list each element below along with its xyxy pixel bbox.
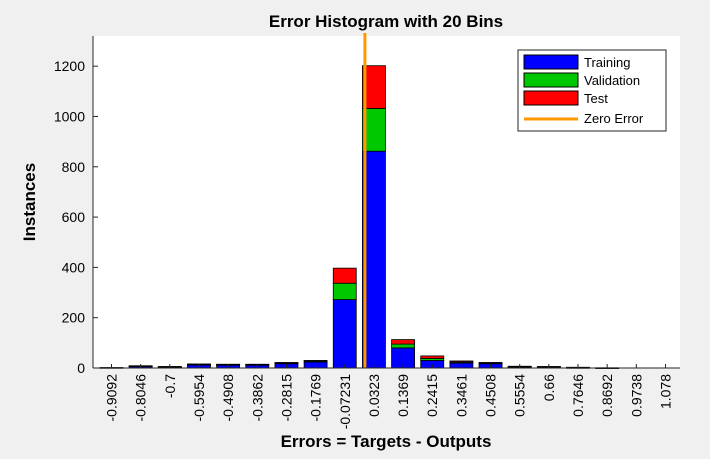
x-tick-label-6: -0.2815	[278, 374, 294, 422]
y-tick-label-1: 200	[62, 310, 86, 326]
x-ticks-group: -0.9092 -0.8046 -0.7 -0.5954 -0.4908 -0.3862-…	[104, 364, 674, 429]
x-tick-label-4: -0.4908	[220, 374, 236, 422]
bar-validation-8	[332, 282, 357, 300]
bar-test-8	[332, 267, 357, 284]
legend-label-zero-error: Zero Error	[584, 111, 644, 126]
bar-test-12	[449, 360, 474, 363]
y-tick-label-5: 1000	[54, 108, 85, 124]
x-tick-label-18: 0.9738	[628, 374, 644, 417]
legend-label-test: Test	[584, 91, 608, 106]
x-tick-label-13: 0.4508	[483, 374, 499, 417]
x-tick-label-16: 0.7646	[570, 374, 586, 417]
bar-test-11	[420, 355, 445, 359]
y-tick-label-2: 400	[62, 259, 86, 275]
x-tick-label-8: -0.07231	[337, 374, 353, 429]
bar-validation-10	[391, 343, 415, 349]
axes-group	[92, 36, 680, 369]
x-tick-label-2: -0.7	[162, 374, 178, 398]
legend-label-validation: Validation	[584, 73, 640, 88]
x-tick-label-17: 0.8692	[599, 374, 615, 417]
legend-swatch-training	[523, 54, 579, 70]
legend-swatch-validation	[523, 72, 579, 88]
bar-training-8	[332, 299, 357, 369]
legend: Training Validation Test Zero Error	[517, 49, 667, 132]
x-tick-label-9: 0.0323	[366, 374, 382, 417]
x-tick-label-10: 0.1369	[395, 374, 411, 417]
x-tick-label-0: -0.9092	[104, 374, 120, 422]
x-tick-label-1: -0.8046	[133, 374, 149, 422]
x-tick-label-19: 1.078	[658, 374, 674, 409]
bar-test-13	[478, 362, 503, 364]
y-tick-label-4: 800	[62, 159, 86, 175]
x-tick-label-11: 0.2415	[424, 374, 440, 417]
x-tick-label-3: -0.5954	[191, 374, 207, 422]
x-axis-label: Errors = Targets - Outputs	[281, 432, 492, 451]
y-ticks-group: 0 200 400 600 800 1000 1200	[54, 58, 98, 376]
y-axis-label: Instances	[20, 163, 39, 241]
x-tick-label-15: 0.66	[541, 374, 557, 401]
bar-test-10	[391, 339, 415, 345]
bar-test-7	[303, 360, 328, 362]
chart-title: Error Histogram with 20 Bins	[269, 12, 503, 31]
legend-label-training: Training	[584, 55, 630, 70]
y-tick-label-3: 600	[62, 209, 86, 225]
x-tick-label-5: -0.3862	[249, 374, 265, 422]
x-tick-label-12: 0.3461	[453, 374, 469, 417]
legend-swatch-test	[523, 90, 579, 106]
y-tick-label-6: 1200	[54, 58, 85, 74]
y-tick-label-0: 0	[77, 360, 85, 376]
x-tick-label-14: 0.5554	[512, 374, 528, 417]
x-tick-label-7: -0.1769	[308, 374, 324, 422]
bar-test-9	[362, 65, 386, 109]
bar-test-6	[274, 362, 299, 364]
